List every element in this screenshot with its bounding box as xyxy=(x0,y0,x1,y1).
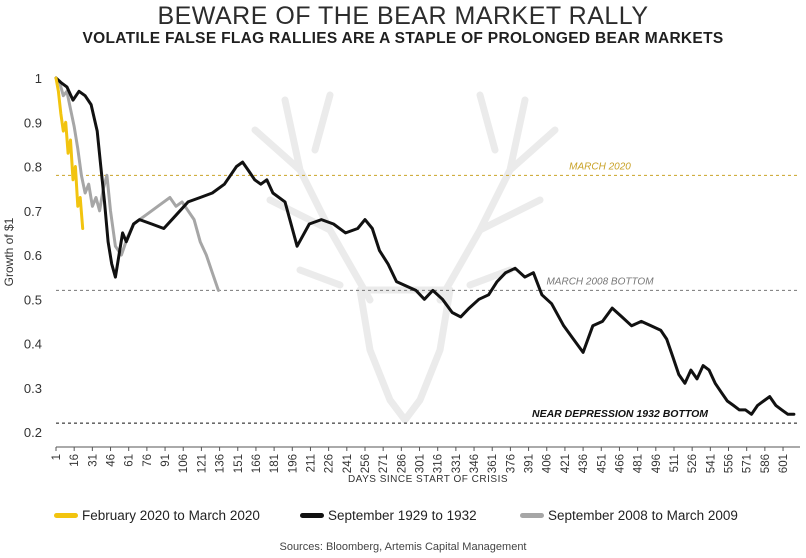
line-chart: 0.2 0.3 0.4 0.5 0.6 0.7 0.8 0.9 1 1 16 31 46 61 76 91 10… xyxy=(2,71,800,485)
x-tick-label: 421 xyxy=(560,454,572,473)
y-tick-label: 0.2 xyxy=(24,425,42,440)
x-tick-label: 406 xyxy=(542,454,554,473)
legend-label: September 1929 to 1932 xyxy=(328,508,477,523)
reference-lines: MARCH 2020 MARCH 2008 BOTTOM NEAR DEPRESSI… xyxy=(56,161,800,424)
stag-watermark-icon xyxy=(251,91,559,424)
x-tick-label: 571 xyxy=(742,454,754,473)
legend-swatch xyxy=(300,512,324,518)
x-tick-label: 31 xyxy=(87,454,99,467)
y-axis-label: Growth of $1 xyxy=(2,217,16,286)
x-tick-label: 451 xyxy=(596,454,608,473)
y-tick-label: 1 xyxy=(35,71,42,86)
x-tick-label: 316 xyxy=(433,454,445,473)
x-tick-label: 376 xyxy=(505,454,517,473)
y-tick-label: 0.4 xyxy=(24,337,42,352)
x-tick-label: 346 xyxy=(469,454,481,473)
legend-label: September 2008 to March 2009 xyxy=(548,508,738,523)
x-tick-label: 466 xyxy=(614,454,626,473)
chart-axes: 0.2 0.3 0.4 0.5 0.6 0.7 0.8 0.9 1 1 16 31 46 61 76 91 10… xyxy=(24,71,800,473)
legend-label: February 2020 to March 2020 xyxy=(82,508,260,523)
x-tick-label: 361 xyxy=(487,454,499,473)
x-tick-label: 271 xyxy=(378,454,390,473)
chart-series xyxy=(54,76,796,416)
x-tick-label: 61 xyxy=(124,454,136,467)
x-tick-label: 196 xyxy=(287,454,299,473)
y-tick-label: 0.9 xyxy=(24,115,42,130)
x-tick-label: 286 xyxy=(396,454,408,473)
reference-line-label: MARCH 2008 BOTTOM xyxy=(546,276,654,287)
legend-swatch xyxy=(520,512,544,518)
y-tick-label: 0.5 xyxy=(24,292,42,307)
y-tick-label: 0.6 xyxy=(24,248,42,263)
y-tick-label: 0.8 xyxy=(24,160,42,175)
y-tick-label: 0.3 xyxy=(24,381,42,396)
x-tick-label: 601 xyxy=(778,454,790,473)
source-note: Sources: Bloomberg, Artemis Capital Mana… xyxy=(279,541,527,553)
x-tick-label: 76 xyxy=(142,454,154,467)
x-axis-label: DAYS SINCE START OF CRISIS xyxy=(348,474,508,485)
x-tick-label: 121 xyxy=(196,454,208,473)
x-tick-label: 1 xyxy=(51,454,63,460)
x-tick-label: 151 xyxy=(233,454,245,473)
legend-entry-1929: September 1929 to 1932 xyxy=(300,508,477,523)
series-line xyxy=(54,76,85,230)
y-tick-label: 0.7 xyxy=(24,204,42,219)
chart-title: BEWARE OF THE BEAR MARKET RALLY xyxy=(157,2,649,30)
x-tick-label: 541 xyxy=(705,454,717,473)
reference-line-label: MARCH 2020 xyxy=(569,161,631,172)
x-tick-label: 91 xyxy=(160,454,172,467)
x-tick-label: 211 xyxy=(305,454,317,472)
x-tick-label: 556 xyxy=(724,454,736,473)
series-line xyxy=(54,76,796,416)
legend-entry-2020: February 2020 to March 2020 xyxy=(54,508,260,523)
series-line xyxy=(54,76,220,292)
x-tick-label: 256 xyxy=(360,454,372,473)
x-tick-label: 481 xyxy=(633,454,645,473)
reference-line-label: NEAR DEPRESSION 1932 BOTTOM xyxy=(532,408,708,420)
x-tick-label: 391 xyxy=(524,454,536,473)
x-tick-label: 16 xyxy=(69,454,81,467)
x-tick-label: 526 xyxy=(687,454,699,473)
x-tick-label: 586 xyxy=(760,454,772,473)
x-tick-label: 496 xyxy=(651,454,663,473)
x-tick-label: 106 xyxy=(178,454,190,473)
x-tick-label: 301 xyxy=(415,454,427,473)
x-tick-label: 226 xyxy=(324,454,336,473)
legend-entry-2008: September 2008 to March 2009 xyxy=(520,508,738,523)
x-tick-label: 436 xyxy=(578,454,590,473)
x-tick-label: 511 xyxy=(669,454,681,472)
x-tick-label: 166 xyxy=(251,454,263,473)
x-tick-label: 136 xyxy=(215,454,227,473)
legend-swatch xyxy=(54,512,78,518)
x-tick-label: 46 xyxy=(106,454,118,467)
x-tick-label: 331 xyxy=(451,454,463,473)
x-tick-label: 181 xyxy=(269,454,281,473)
x-tick-label: 241 xyxy=(342,454,354,473)
chart-subtitle: VOLATILE FALSE FLAG RALLIES ARE A STAPLE… xyxy=(82,30,724,47)
